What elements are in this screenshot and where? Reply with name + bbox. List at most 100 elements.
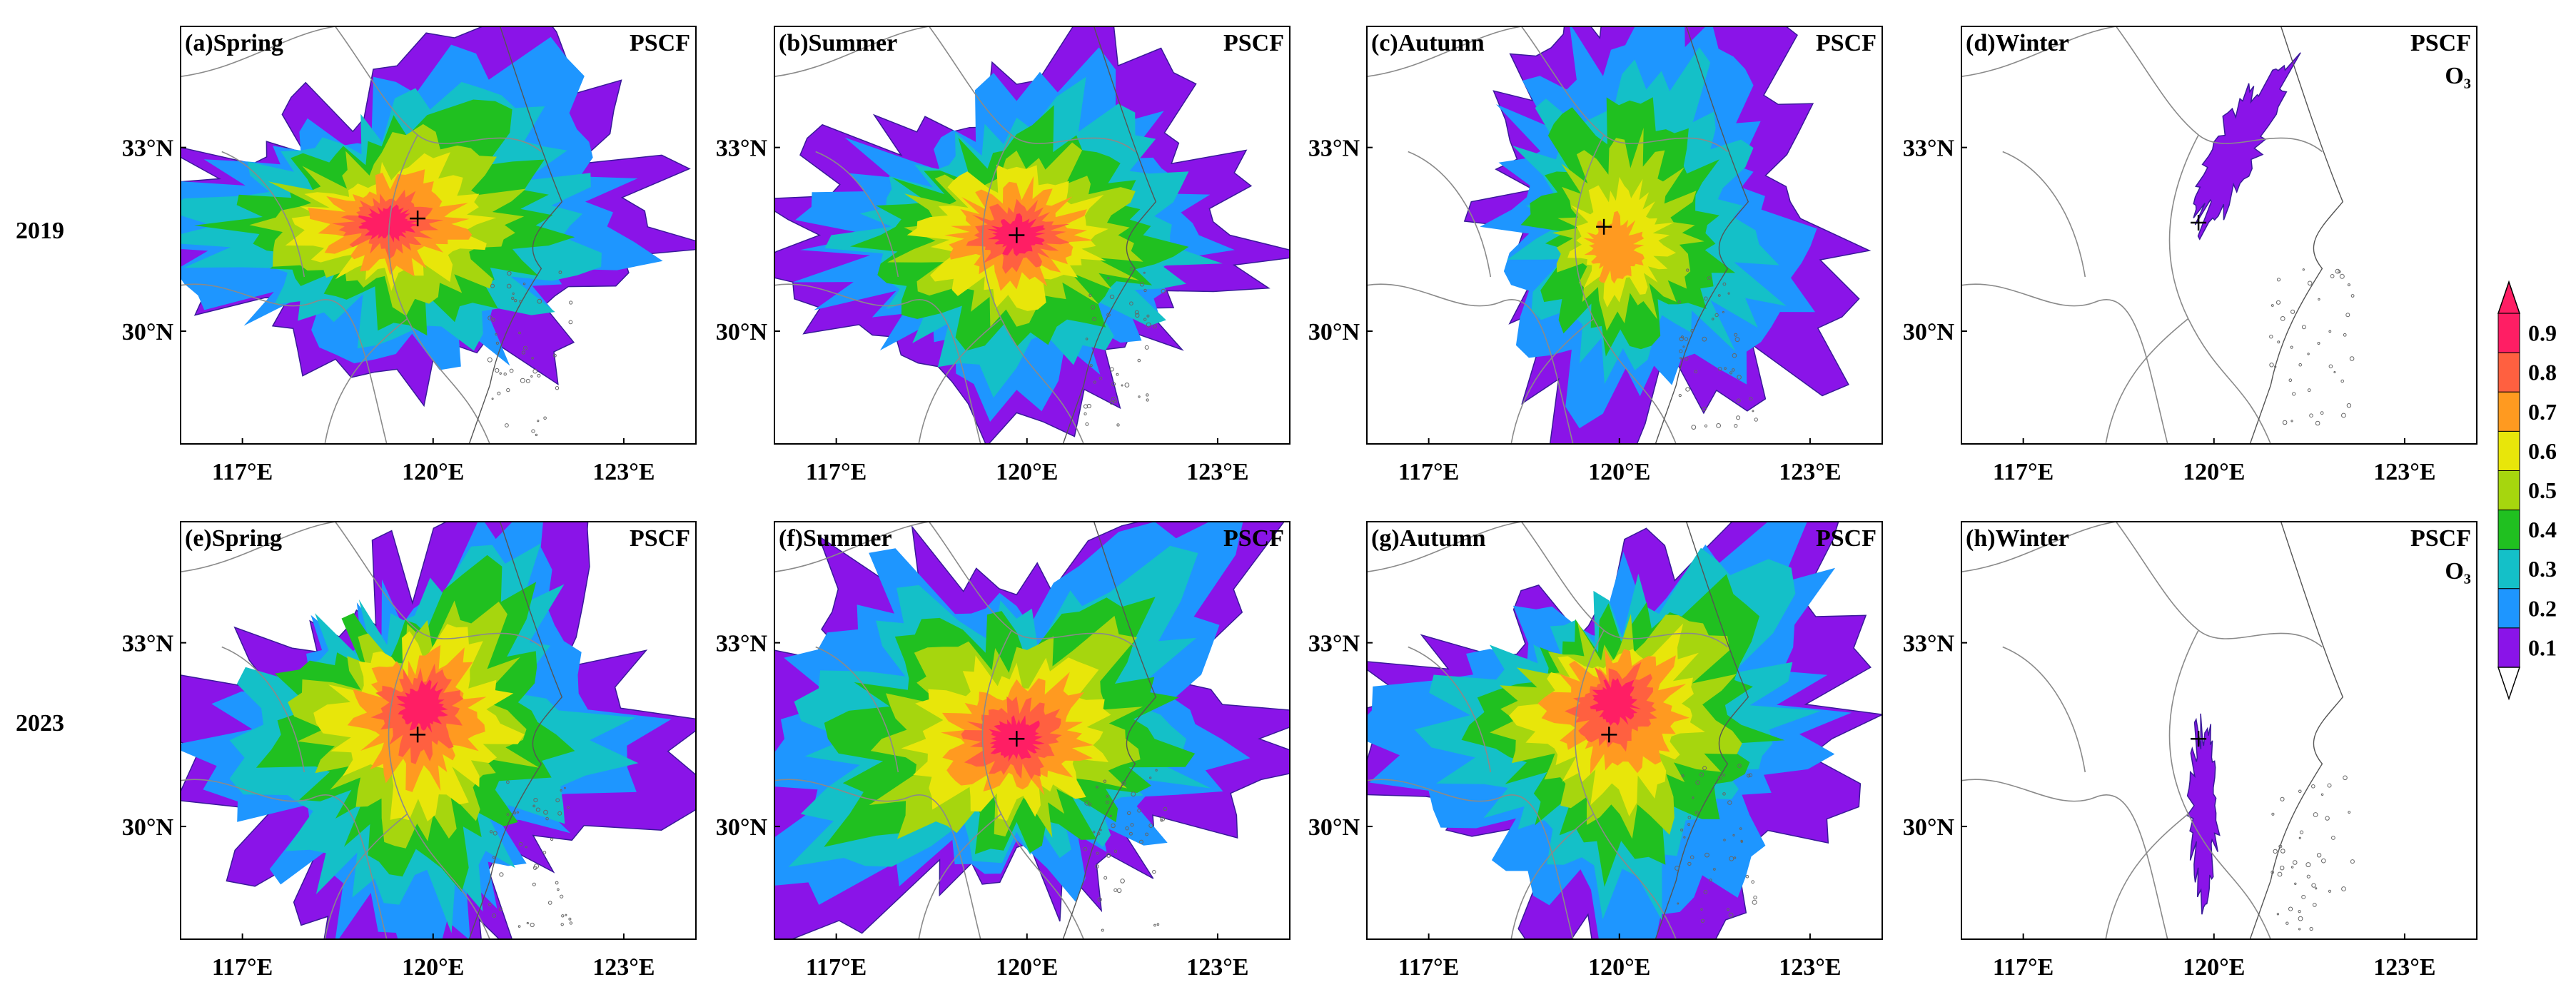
colorbar-tick-label: 0.8	[2528, 360, 2557, 385]
coastline	[468, 26, 573, 444]
panel-method: PSCF	[1223, 30, 1284, 56]
colorbar-segment	[2497, 588, 2520, 629]
map-background	[1961, 522, 2477, 939]
x-tick-label: 117°E	[1993, 954, 2054, 981]
y-tick-label: 30°N	[716, 319, 768, 345]
contour-level-9	[1590, 678, 1642, 726]
pscf-contours	[2186, 713, 2221, 915]
row-label-2023: 2023	[16, 710, 64, 737]
colorbar-segment	[2497, 470, 2520, 511]
receptor-site-marker	[1009, 227, 1025, 243]
province-boundaries	[774, 522, 1136, 939]
x-tick-label: 120°E	[996, 954, 1058, 981]
receptor-site-marker	[2191, 214, 2207, 231]
colorbar-tick-label: 0.1	[2528, 634, 2557, 660]
colorbar-tick-label: 0.9	[2528, 320, 2557, 346]
y-tick-label: 30°N	[716, 814, 768, 841]
map-panel-h: (h)Winter PSCF O₃ 33°N 30°N 117°E 120°E 123°E	[1903, 521, 2477, 981]
x-tick-label: 120°E	[996, 459, 1058, 485]
y-tick-label: 33°N	[1308, 631, 1360, 657]
province-boundaries	[181, 522, 542, 939]
coastline	[1062, 26, 1166, 444]
pscf-contours	[1367, 522, 1882, 939]
map-panel-c: (c)Autumn PSCF 33°N 30°N 117°E 120°E 123°E	[1308, 26, 1883, 485]
province-boundaries	[181, 26, 542, 444]
panel-method: PSCF	[1816, 525, 1877, 552]
x-tick-label: 117°E	[1398, 954, 1459, 981]
panel-frame	[1366, 26, 1883, 445]
y-tick-label: 33°N	[716, 631, 768, 657]
colorbar-tick-label: 0.4	[2528, 517, 2557, 542]
panel-frame	[774, 521, 1290, 940]
coastline	[1655, 26, 1758, 444]
colorbar-segment	[2497, 549, 2520, 589]
x-tick-label: 117°E	[1993, 459, 2054, 485]
receptor-site-marker	[2191, 731, 2207, 747]
x-tick-label: 120°E	[2183, 954, 2245, 981]
y-tick-label: 33°N	[1903, 136, 1955, 162]
panel-title: (a)Spring	[185, 30, 283, 56]
x-tick-label: 117°E	[806, 459, 867, 485]
panel-method: PSCF	[2410, 525, 2471, 552]
panel-frame	[180, 26, 697, 445]
pscf-contours	[774, 522, 1290, 939]
x-tick-label: 123°E	[592, 954, 655, 981]
panel-pollutant: O₃	[2445, 63, 2471, 89]
map-panel-g: (g)Autumn PSCF 33°N 30°N 117°E 120°E 123°E	[1308, 521, 1883, 981]
colorbar-segment	[2497, 510, 2520, 550]
province-boundaries	[1367, 522, 1728, 939]
panel-frame	[1961, 521, 2477, 940]
colorbar-max-arrow	[2497, 280, 2521, 314]
colorbar-tick-label: 0.5	[2528, 477, 2557, 503]
y-tick-label: 33°N	[122, 631, 174, 657]
panel-frame	[180, 521, 697, 940]
panel-method: PSCF	[2410, 30, 2471, 56]
colorbar-segment	[2497, 430, 2520, 472]
province-boundaries	[774, 26, 1136, 444]
colorbar-segment	[2497, 313, 2520, 353]
x-tick-label: 123°E	[1779, 459, 1841, 485]
pscf-contours	[181, 522, 696, 939]
panel-method: PSCF	[630, 525, 690, 552]
map-panel-f: (f)Summer PSCF 33°N 30°N 117°E 120°E 123°E	[716, 521, 1290, 981]
y-tick-label: 30°N	[1308, 319, 1360, 345]
panel-method: PSCF	[1816, 30, 1877, 56]
receptor-site-marker	[1601, 727, 1617, 743]
x-tick-label: 123°E	[1186, 459, 1248, 485]
colorbar-segment	[2497, 627, 2520, 668]
x-tick-label: 120°E	[2183, 459, 2245, 485]
province-boundaries	[1961, 26, 2323, 444]
panel-title: (c)Autumn	[1371, 30, 1485, 56]
row-label-2019: 2019	[16, 218, 64, 244]
x-tick-label: 123°E	[2373, 459, 2435, 485]
panel-title: (h)Winter	[1966, 525, 2069, 552]
panel-method: PSCF	[1223, 525, 1284, 552]
province-boundaries	[1367, 26, 1728, 444]
coastline	[1655, 522, 1757, 939]
x-tick-label: 120°E	[1588, 459, 1650, 485]
map-panel-e: (e)Spring PSCF 33°N 30°N 117°E 120°E 123°E	[122, 521, 697, 981]
x-tick-label: 117°E	[806, 954, 867, 981]
contour-level-9	[396, 679, 448, 733]
panel-method: PSCF	[630, 30, 690, 56]
panel-title: (e)Spring	[185, 525, 282, 552]
receptor-site-marker	[1596, 218, 1612, 235]
pscf-contours	[1463, 26, 1872, 444]
y-tick-label: 30°N	[1308, 814, 1360, 841]
x-tick-label: 120°E	[1588, 954, 1650, 981]
colorbar: 0.9 0.8 0.7 0.6 0.5 0.4 0.3 0.2 0.1	[2497, 280, 2557, 701]
x-tick-label: 120°E	[402, 954, 464, 981]
colorbar-tick-label: 0.2	[2528, 595, 2557, 621]
panel-pollutant: O₃	[2445, 558, 2471, 584]
x-tick-label: 123°E	[592, 459, 655, 485]
coastline	[1062, 522, 1168, 939]
y-tick-label: 33°N	[1308, 136, 1360, 162]
colorbar-tick-label: 0.7	[2528, 399, 2557, 425]
x-tick-label: 123°E	[1779, 954, 1841, 981]
contour-level-7	[1583, 211, 1645, 284]
colorbar-segment	[2497, 391, 2520, 432]
y-tick-label: 30°N	[1903, 319, 1955, 345]
panel-title: (g)Autumn	[1371, 525, 1486, 552]
